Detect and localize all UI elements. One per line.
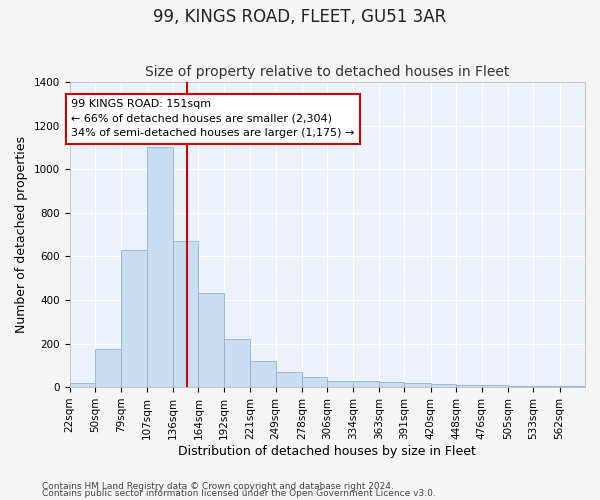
Title: Size of property relative to detached houses in Fleet: Size of property relative to detached ho… [145,66,509,80]
Bar [482,386,508,387]
X-axis label: Distribution of detached houses by size in Fleet: Distribution of detached houses by size … [178,444,476,458]
Bar [224,339,250,387]
Bar [275,372,302,387]
Bar [199,294,224,387]
Y-axis label: Number of detached properties: Number of detached properties [15,136,28,333]
Bar [431,384,456,387]
Bar [533,386,560,387]
Bar [404,382,431,387]
Bar [508,386,533,387]
Bar [302,378,327,387]
Text: 99, KINGS ROAD, FLEET, GU51 3AR: 99, KINGS ROAD, FLEET, GU51 3AR [154,8,446,26]
Bar [456,385,482,387]
Text: Contains HM Land Registry data © Crown copyright and database right 2024.: Contains HM Land Registry data © Crown c… [42,482,394,491]
Text: 99 KINGS ROAD: 151sqm
← 66% of detached houses are smaller (2,304)
34% of semi-d: 99 KINGS ROAD: 151sqm ← 66% of detached … [71,100,355,138]
Bar [353,381,379,387]
Bar [95,349,121,387]
Bar [70,383,95,387]
Bar [121,250,146,387]
Bar [173,241,199,387]
Bar [250,361,275,387]
Bar [560,386,585,387]
Bar [379,382,404,387]
Text: Contains public sector information licensed under the Open Government Licence v3: Contains public sector information licen… [42,490,436,498]
Bar [146,148,173,387]
Bar [327,380,353,387]
